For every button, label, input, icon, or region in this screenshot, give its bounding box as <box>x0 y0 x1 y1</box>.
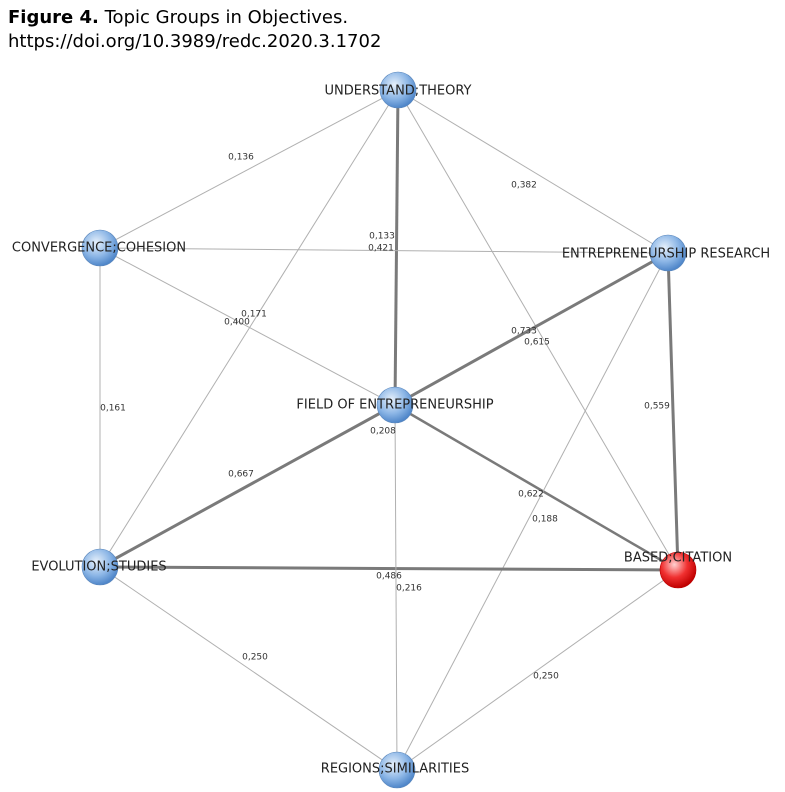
edge <box>394 404 398 771</box>
edge-label: 0,216 <box>396 584 422 594</box>
edge-label: 0,136 <box>228 153 254 163</box>
edge-label: 0,133 <box>369 232 395 242</box>
node-label: FIELD OF ENTREPRENEURSHIP <box>296 398 493 413</box>
edge <box>99 89 399 568</box>
edge <box>99 247 396 406</box>
edge-label: 0,667 <box>228 470 254 480</box>
node <box>379 71 417 109</box>
edge-label: 0,171 <box>241 310 267 320</box>
node <box>81 548 119 586</box>
edge-label: 0,615 <box>524 338 550 348</box>
node-label: UNDERSTAND;THEORY <box>325 84 472 99</box>
edge <box>394 251 669 407</box>
edge <box>393 89 400 406</box>
edge-label: 0,382 <box>511 181 537 191</box>
edge <box>396 252 669 771</box>
node <box>649 234 687 272</box>
edge <box>99 247 669 254</box>
edge-label: 0,622 <box>518 490 544 500</box>
edge-label: 0,486 <box>376 572 402 582</box>
figure-title: Topic Groups in Objectives. <box>104 7 349 28</box>
node <box>659 551 697 589</box>
doi: https://doi.org/10.3989/redc.2020.3.1702 <box>8 31 382 52</box>
edge-label: 0,421 <box>368 244 394 254</box>
edge <box>397 89 679 571</box>
node-label: REGIONS;SIMILARITIES <box>321 762 469 777</box>
node-label: CONVERGENCE;COHESION <box>12 241 186 256</box>
edge <box>666 252 680 571</box>
edge <box>394 403 679 572</box>
edge <box>99 403 396 569</box>
edge <box>99 566 398 771</box>
node-label: EVOLUTION;STUDIES <box>31 560 166 575</box>
edge-label: 0,250 <box>533 672 559 682</box>
edge <box>396 569 679 771</box>
edge <box>99 89 399 249</box>
edge-label: 0,733 <box>511 327 537 337</box>
node <box>376 386 414 424</box>
edge-label: 0,188 <box>532 515 558 525</box>
caption: Figure 4. Topic Groups in Objectives. ht… <box>8 6 381 54</box>
edge-label: 0,208 <box>370 427 396 437</box>
edge <box>99 565 679 572</box>
node <box>81 229 119 267</box>
node-label: ENTREPRENEURSHIP RESEARCH <box>562 247 770 262</box>
edge-label: 0,559 <box>644 402 670 412</box>
edge-label: 0,400 <box>224 318 250 328</box>
figure-number: Figure 4. <box>8 7 99 28</box>
edge-label: 0,250 <box>242 653 268 663</box>
edge-label: 0,161 <box>100 404 126 414</box>
node <box>378 751 416 789</box>
node-label: BASED;CITATION <box>624 551 732 566</box>
edge <box>397 89 669 254</box>
